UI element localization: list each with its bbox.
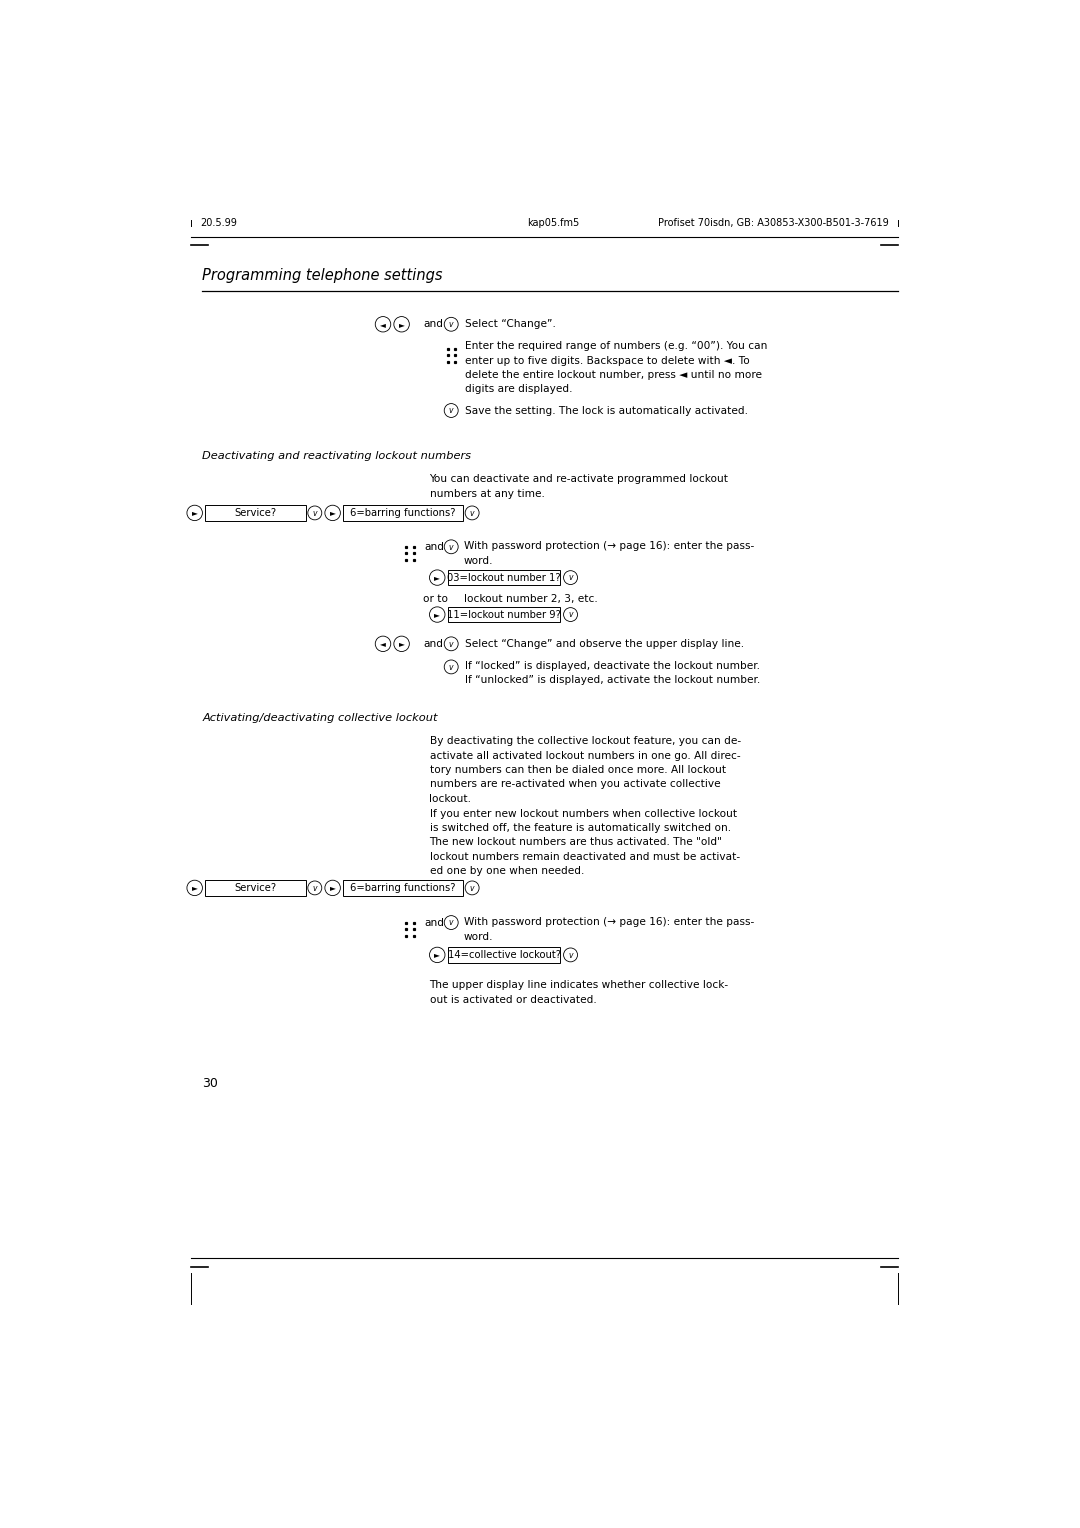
- Text: 03=lockout number 1?: 03=lockout number 1?: [447, 573, 562, 582]
- Text: Service?: Service?: [234, 507, 276, 518]
- Text: 20.5.99: 20.5.99: [200, 219, 237, 228]
- Text: ►: ►: [329, 883, 336, 892]
- Text: v: v: [568, 573, 572, 582]
- Text: v: v: [449, 542, 454, 552]
- Text: ◄: ◄: [380, 639, 386, 648]
- Text: ►: ►: [192, 509, 198, 518]
- Text: The upper display line indicates whether collective lock-
out is activated or de: The upper display line indicates whether…: [430, 981, 729, 1005]
- Text: Profiset 70isdn, GB: A30853-X300-B501-3-7619: Profiset 70isdn, GB: A30853-X300-B501-3-…: [659, 219, 889, 228]
- Text: v: v: [449, 663, 454, 672]
- Text: ►: ►: [192, 883, 198, 892]
- Text: v: v: [312, 509, 318, 518]
- Text: Save the setting. The lock is automatically activated.: Save the setting. The lock is automatica…: [465, 405, 748, 416]
- Text: ◄: ◄: [380, 319, 386, 329]
- Text: Select “Change”.: Select “Change”.: [465, 319, 556, 329]
- Text: lockout number 2, 3, etc.: lockout number 2, 3, etc.: [463, 594, 597, 604]
- Text: If you enter new lockout numbers when collective lockout
is switched off, the fe: If you enter new lockout numbers when co…: [430, 808, 740, 876]
- Text: v: v: [568, 950, 572, 960]
- Text: and: and: [423, 319, 443, 329]
- Text: v: v: [470, 883, 474, 892]
- Text: and: and: [423, 639, 443, 649]
- Text: or to: or to: [423, 594, 448, 604]
- Text: By deactivating the collective lockout feature, you can de-
activate all activat: By deactivating the collective lockout f…: [430, 736, 741, 804]
- Text: and: and: [424, 917, 444, 927]
- Text: ►: ►: [434, 573, 441, 582]
- Text: Service?: Service?: [234, 883, 276, 892]
- Text: ►: ►: [434, 610, 441, 619]
- Text: With password protection (→ page 16): enter the pass-
word.: With password protection (→ page 16): en…: [463, 917, 754, 941]
- Text: With password protection (→ page 16): enter the pass-
word.: With password protection (→ page 16): en…: [463, 541, 754, 565]
- Text: v: v: [449, 640, 454, 649]
- Text: If “locked” is displayed, deactivate the lockout number.
If “unlocked” is displa: If “locked” is displayed, deactivate the…: [465, 660, 760, 685]
- Text: 11=lockout number 9?: 11=lockout number 9?: [447, 610, 562, 619]
- Text: v: v: [312, 883, 318, 892]
- Text: You can deactivate and re-activate programmed lockout
numbers at any time.: You can deactivate and re-activate progr…: [430, 474, 729, 498]
- Text: kap05.fm5: kap05.fm5: [527, 219, 580, 228]
- Text: ►: ►: [399, 639, 405, 648]
- Text: Select “Change” and observe the upper display line.: Select “Change” and observe the upper di…: [465, 639, 744, 649]
- Text: 14=collective lockout?: 14=collective lockout?: [448, 950, 561, 960]
- Text: and: and: [424, 542, 444, 552]
- Text: ►: ►: [329, 509, 336, 518]
- Text: 6=barring functions?: 6=barring functions?: [350, 883, 456, 892]
- Text: 30: 30: [202, 1077, 218, 1089]
- Text: v: v: [568, 611, 572, 619]
- Text: v: v: [470, 509, 474, 518]
- Text: ►: ►: [434, 950, 441, 960]
- Text: Activating/deactivating collective lockout: Activating/deactivating collective locko…: [202, 714, 437, 723]
- Text: v: v: [449, 321, 454, 329]
- Text: ►: ►: [399, 319, 405, 329]
- Text: Enter the required range of numbers (e.g. “00”). You can
enter up to five digits: Enter the required range of numbers (e.g…: [465, 341, 768, 394]
- Text: v: v: [449, 918, 454, 927]
- Text: Deactivating and reactivating lockout numbers: Deactivating and reactivating lockout nu…: [202, 451, 472, 461]
- Text: Programming telephone settings: Programming telephone settings: [202, 267, 443, 283]
- Text: v: v: [449, 406, 454, 416]
- Text: 6=barring functions?: 6=barring functions?: [350, 507, 456, 518]
